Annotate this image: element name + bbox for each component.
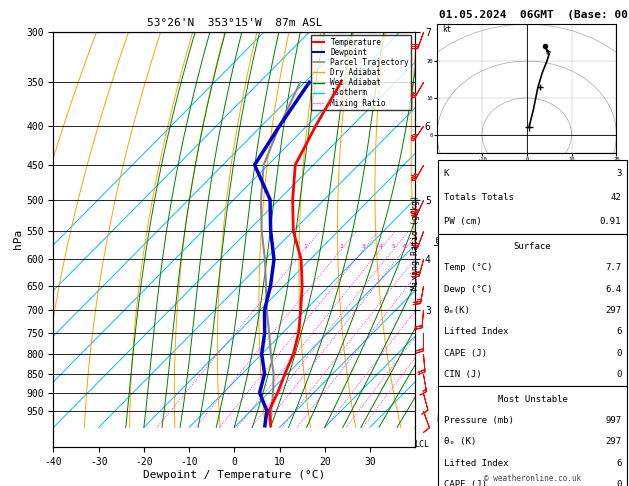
Text: 6: 6 bbox=[616, 458, 621, 468]
Text: Temp (°C): Temp (°C) bbox=[443, 263, 492, 272]
Text: K: K bbox=[443, 169, 449, 178]
Text: CAPE (J): CAPE (J) bbox=[443, 348, 487, 358]
Text: 01.05.2024  06GMT  (Base: 00): 01.05.2024 06GMT (Base: 00) bbox=[439, 10, 629, 20]
Text: θₑ (K): θₑ (K) bbox=[443, 437, 476, 446]
Text: kt: kt bbox=[442, 25, 451, 34]
Text: 297: 297 bbox=[605, 437, 621, 446]
Text: 4: 4 bbox=[379, 244, 382, 249]
Text: 5: 5 bbox=[392, 244, 396, 249]
Text: 6: 6 bbox=[616, 327, 621, 336]
Text: CAPE (J): CAPE (J) bbox=[443, 480, 487, 486]
Y-axis label: km
ASL: km ASL bbox=[433, 230, 455, 248]
Text: Most Unstable: Most Unstable bbox=[498, 395, 567, 403]
FancyBboxPatch shape bbox=[438, 159, 627, 234]
Text: 6: 6 bbox=[403, 244, 406, 249]
Text: 0: 0 bbox=[616, 370, 621, 379]
FancyBboxPatch shape bbox=[438, 386, 627, 486]
FancyBboxPatch shape bbox=[438, 234, 627, 386]
Text: CIN (J): CIN (J) bbox=[443, 370, 481, 379]
Text: Totals Totals: Totals Totals bbox=[443, 193, 513, 202]
Text: 997: 997 bbox=[605, 416, 621, 425]
Text: Lifted Index: Lifted Index bbox=[443, 458, 508, 468]
Text: 2: 2 bbox=[340, 244, 343, 249]
Text: 297: 297 bbox=[605, 306, 621, 315]
Text: © weatheronline.co.uk: © weatheronline.co.uk bbox=[484, 474, 581, 484]
Text: 3: 3 bbox=[616, 169, 621, 178]
Text: 7.7: 7.7 bbox=[605, 263, 621, 272]
Text: 0: 0 bbox=[616, 480, 621, 486]
Text: 42: 42 bbox=[611, 193, 621, 202]
Text: Dewp (°C): Dewp (°C) bbox=[443, 285, 492, 294]
Text: 3: 3 bbox=[362, 244, 365, 249]
Text: 1: 1 bbox=[303, 244, 307, 249]
X-axis label: Dewpoint / Temperature (°C): Dewpoint / Temperature (°C) bbox=[143, 469, 325, 480]
Text: Pressure (mb): Pressure (mb) bbox=[443, 416, 513, 425]
Title: 53°26'N  353°15'W  87m ASL: 53°26'N 353°15'W 87m ASL bbox=[147, 18, 322, 28]
Text: Surface: Surface bbox=[514, 242, 551, 251]
Legend: Temperature, Dewpoint, Parcel Trajectory, Dry Adiabat, Wet Adiabat, Isotherm, Mi: Temperature, Dewpoint, Parcel Trajectory… bbox=[311, 35, 411, 110]
Text: Lifted Index: Lifted Index bbox=[443, 327, 508, 336]
Text: θₑ(K): θₑ(K) bbox=[443, 306, 470, 315]
Y-axis label: hPa: hPa bbox=[13, 229, 23, 249]
Text: LCL: LCL bbox=[414, 440, 429, 449]
Text: LCL: LCL bbox=[436, 415, 450, 424]
Text: 0: 0 bbox=[616, 348, 621, 358]
Text: 6.4: 6.4 bbox=[605, 285, 621, 294]
Text: 0.91: 0.91 bbox=[600, 216, 621, 226]
Text: Mixing Ratio (g/kg): Mixing Ratio (g/kg) bbox=[411, 195, 420, 291]
Text: PW (cm): PW (cm) bbox=[443, 216, 481, 226]
